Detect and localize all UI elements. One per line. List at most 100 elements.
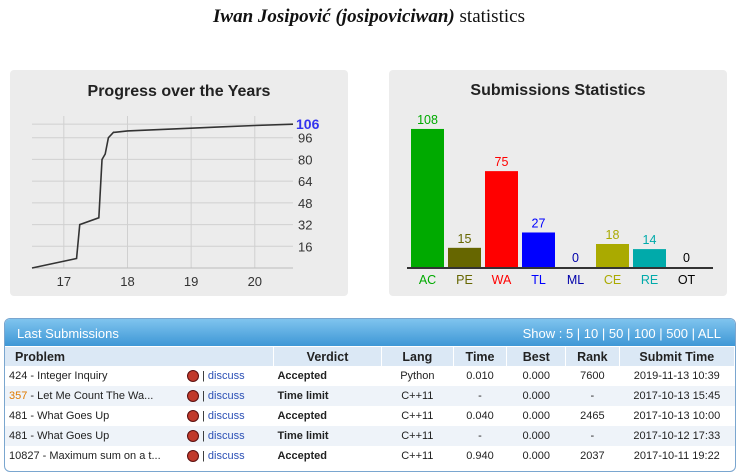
bug-icon[interactable] — [187, 450, 199, 463]
verdict: Time limit — [273, 426, 382, 446]
separator: | — [202, 409, 208, 422]
problem-link[interactable]: 424 - Integer Inquiry — [9, 370, 179, 382]
last-submissions-panel: Last Submissions Show : 5 | 10 | 50 | 10… — [4, 318, 736, 472]
bar-value-label: 0 — [683, 251, 690, 265]
language: C++11 — [381, 426, 454, 446]
show-label: Show : — [522, 326, 566, 341]
separator: | — [202, 389, 208, 402]
discuss-link[interactable]: discuss — [207, 369, 245, 382]
bar-re — [633, 249, 666, 267]
page-title: Iwan Josipović (josipoviciwan) statistic… — [0, 6, 738, 28]
separator: | — [202, 429, 208, 442]
language: Python — [400, 370, 435, 382]
language: C++11 — [381, 386, 454, 406]
last-submissions-title: Last Submissions — [17, 326, 119, 341]
table-row: 481 - What Goes Up | discuss Accepted C++11… — [5, 406, 735, 426]
problem-title: - What Goes Up — [27, 430, 110, 443]
run-time: - — [453, 386, 507, 406]
progress-current-value: 106 — [296, 116, 320, 132]
show-option-5[interactable]: 5 — [565, 326, 574, 341]
show-separator: | — [623, 326, 634, 341]
column-header-lang: Lang — [381, 347, 454, 366]
show-separator: | — [655, 326, 667, 341]
user-name: Iwan Josipović (josipoviciwan) — [213, 6, 455, 27]
problem-link[interactable]: 481 - What Goes Up — [9, 410, 179, 422]
bar-category-label: AC — [419, 273, 436, 287]
column-header-time: Time — [453, 347, 508, 366]
discuss-link[interactable]: discuss — [207, 389, 245, 402]
bar-value-label: 108 — [417, 113, 438, 127]
problem-cell: 424 - Integer Inquiry | discuss — [5, 366, 273, 386]
table-row: 10827 - Maximum sum on a t... | discuss Ac… — [5, 446, 735, 466]
bar-value-label: 75 — [495, 155, 509, 169]
problem-number: 481 — [9, 430, 28, 443]
column-header-submit-time: Submit Time — [619, 347, 735, 366]
column-header-verdict: Verdict — [273, 347, 383, 366]
problem-title: - Let Me Count The Wa... — [27, 390, 154, 403]
separator: | — [202, 369, 208, 382]
show-option-all[interactable]: ALL — [697, 326, 721, 341]
problem-link[interactable]: 481 - What Goes Up — [9, 430, 179, 442]
rank: 7600 — [580, 370, 605, 382]
submissions-chart-title: Submissions Statistics — [470, 82, 646, 99]
submissions-chart-panel: Submissions Statistics 108 AC 15 PE 75 WA 27 TL… — [389, 70, 727, 296]
run-time: 0.940 — [466, 450, 494, 462]
submit-time: 2017-10-13 10:00 — [633, 410, 721, 422]
progress-series-line — [31, 123, 294, 269]
show-count-selector: Show : 5 | 10 | 50 | 100 | 500 | ALL — [523, 326, 721, 341]
bar-category-label: TL — [531, 273, 546, 287]
column-header-rank: Rank — [565, 347, 620, 366]
table-row: 424 - Integer Inquiry | discuss Accepted Py… — [5, 366, 735, 386]
submit-time: 2017-10-12 17:33 — [619, 426, 735, 446]
show-separator: | — [687, 326, 698, 341]
bar-category-label: CE — [604, 273, 621, 287]
bar-category-label: ML — [567, 273, 584, 287]
progress-chart-panel: Progress over the Years 16 32 48 64 80 96 106 1… — [10, 70, 348, 296]
title-suffix: statistics — [454, 6, 525, 27]
run-time: - — [453, 426, 507, 446]
bar-category-label: WA — [492, 273, 512, 287]
rank: - — [565, 386, 620, 406]
show-option-10[interactable]: 10 — [583, 326, 599, 341]
problem-title: - What Goes Up — [27, 410, 110, 423]
bug-icon[interactable] — [187, 410, 199, 423]
bar-category-label: OT — [678, 273, 696, 287]
table-row: 357 - Let Me Count The Wa... | discuss Tim… — [5, 386, 735, 406]
bug-icon[interactable] — [187, 390, 199, 403]
problem-title: - Integer Inquiry — [27, 370, 108, 383]
table-header-row: Problem Verdict Lang Time Best Rank Submit Tim… — [5, 347, 735, 366]
rank: 2037 — [580, 450, 605, 462]
discuss-link[interactable]: discuss — [207, 429, 245, 442]
language: C++11 — [401, 450, 434, 462]
problem-cell: 481 - What Goes Up | discuss — [5, 406, 273, 426]
table-row: 481 - What Goes Up | discuss Time limit C++… — [5, 426, 735, 446]
progress-y-tick: 48 — [298, 196, 312, 211]
bar-value-label: 27 — [532, 216, 546, 230]
bug-icon[interactable] — [187, 370, 199, 383]
show-option-500[interactable]: 500 — [666, 326, 688, 341]
progress-x-tick: 19 — [184, 274, 198, 289]
best-time: 0.000 — [522, 370, 551, 382]
bar-pe — [448, 247, 481, 267]
best-time: 0.000 — [506, 386, 566, 406]
progress-x-tick: 20 — [248, 274, 262, 289]
last-submissions-header: Last Submissions Show : 5 | 10 | 50 | 10… — [5, 319, 735, 346]
problem-number: 424 — [9, 370, 28, 383]
bar-value-label: 15 — [458, 232, 472, 246]
run-time: 0.010 — [466, 370, 494, 382]
bug-icon[interactable] — [187, 430, 199, 443]
discuss-link[interactable]: discuss — [207, 449, 245, 462]
problem-link[interactable]: 357 - Let Me Count The Wa... — [9, 390, 179, 402]
discuss-link[interactable]: discuss — [207, 409, 245, 422]
progress-x-tick: 17 — [57, 274, 71, 289]
show-option-50[interactable]: 50 — [608, 326, 624, 341]
bar-value-label: 18 — [606, 228, 620, 242]
verdict: Accepted — [277, 370, 327, 382]
problem-number: 10827 — [9, 450, 40, 463]
column-header-problem: Problem — [5, 347, 274, 366]
separator: | — [202, 449, 208, 462]
problem-link[interactable]: 10827 - Maximum sum on a t... — [9, 450, 179, 462]
show-option-100[interactable]: 100 — [633, 326, 656, 341]
progress-chart-title: Progress over the Years — [87, 83, 271, 100]
